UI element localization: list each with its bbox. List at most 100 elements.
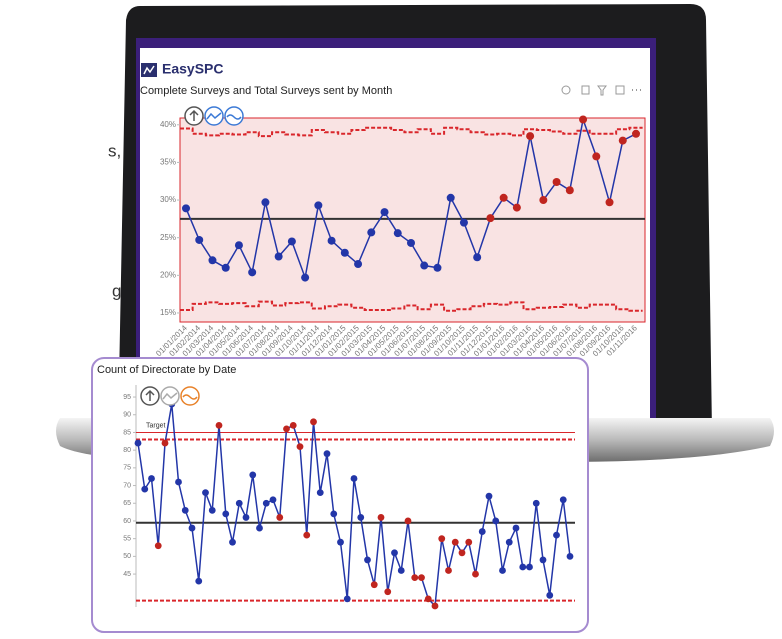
data-point bbox=[559, 496, 567, 504]
data-point bbox=[195, 577, 203, 585]
data-point bbox=[478, 528, 486, 535]
data-point bbox=[446, 193, 455, 202]
data-point bbox=[316, 489, 324, 497]
y-tick-label: 50 bbox=[123, 553, 131, 560]
data-point bbox=[274, 252, 283, 261]
y-tick-label: 75 bbox=[123, 465, 131, 472]
data-point bbox=[546, 591, 554, 599]
data-point bbox=[505, 538, 513, 546]
data-point bbox=[249, 471, 257, 479]
data-point bbox=[161, 439, 169, 447]
data-point bbox=[565, 186, 574, 195]
data-point bbox=[208, 506, 216, 514]
data-point bbox=[445, 567, 452, 574]
y-tick-label: 40% bbox=[160, 120, 176, 129]
data-point bbox=[221, 263, 230, 272]
data-point bbox=[539, 556, 547, 564]
data-point bbox=[473, 253, 482, 262]
y-tick-label: 20% bbox=[160, 270, 176, 279]
data-point bbox=[431, 602, 439, 610]
pin-icon[interactable] bbox=[561, 85, 571, 95]
data-point bbox=[424, 595, 432, 603]
data-point bbox=[418, 574, 425, 582]
focus-icon[interactable] bbox=[615, 85, 625, 95]
data-point bbox=[202, 489, 209, 497]
filter-icon[interactable] bbox=[597, 85, 607, 96]
data-point bbox=[486, 214, 495, 223]
data-point bbox=[433, 263, 442, 272]
data-point bbox=[229, 538, 236, 546]
data-point bbox=[296, 443, 304, 451]
data-point bbox=[175, 478, 182, 486]
data-point bbox=[632, 129, 640, 138]
data-point bbox=[367, 228, 376, 237]
data-point bbox=[539, 196, 548, 205]
data-point bbox=[380, 208, 389, 217]
data-point bbox=[552, 177, 561, 186]
target-label: Target bbox=[146, 422, 166, 429]
data-point bbox=[181, 506, 189, 514]
y-tick-label: 25% bbox=[160, 233, 176, 242]
icon-glyph bbox=[206, 112, 222, 120]
brand-logo-mark bbox=[143, 65, 155, 75]
side-text: g bbox=[112, 281, 121, 300]
data-point bbox=[566, 552, 574, 560]
data-point bbox=[248, 268, 257, 277]
data-point bbox=[605, 198, 614, 207]
data-point bbox=[154, 542, 162, 550]
y-tick-label: 60 bbox=[123, 518, 131, 525]
copy-icon[interactable] bbox=[581, 85, 590, 95]
data-point bbox=[384, 588, 392, 596]
data-point bbox=[459, 218, 468, 227]
data-point bbox=[499, 193, 508, 202]
data-point bbox=[215, 421, 223, 429]
y-tick-label: 65 bbox=[123, 500, 131, 507]
data-point bbox=[188, 524, 196, 532]
y-tick-label: 85 bbox=[123, 429, 131, 436]
data-point bbox=[289, 421, 297, 429]
data-point bbox=[357, 514, 365, 521]
data-point bbox=[310, 418, 317, 426]
brand: EasySPC bbox=[162, 61, 223, 77]
data-point bbox=[222, 510, 230, 518]
data-point bbox=[283, 425, 290, 433]
icon-glyph bbox=[145, 389, 155, 401]
chart: 15%20%25%30%35%40%01/01/201401/02/201401… bbox=[154, 115, 646, 358]
data-point bbox=[592, 152, 601, 161]
data-point bbox=[393, 229, 402, 238]
data-point bbox=[301, 273, 310, 282]
data-point bbox=[526, 563, 533, 571]
data-point bbox=[553, 531, 560, 539]
data-point bbox=[261, 198, 270, 207]
y-tick-label: 30% bbox=[160, 195, 176, 204]
data-point bbox=[337, 538, 344, 546]
data-point bbox=[618, 136, 627, 145]
data-point bbox=[269, 496, 277, 504]
data-point bbox=[492, 517, 500, 525]
data-point bbox=[499, 567, 506, 574]
y-tick-label: 45 bbox=[123, 571, 131, 578]
ucl-line bbox=[180, 126, 643, 138]
data-point bbox=[141, 485, 149, 493]
data-point bbox=[420, 261, 429, 270]
data-point bbox=[377, 514, 385, 521]
y-tick-label: 90 bbox=[123, 412, 131, 419]
data-point bbox=[287, 237, 296, 246]
data-point bbox=[438, 535, 446, 543]
y-tick-label: 80 bbox=[123, 447, 131, 454]
data-point bbox=[234, 241, 243, 250]
data-point bbox=[350, 475, 358, 482]
data-point bbox=[340, 248, 349, 257]
y-tick-label: 15% bbox=[160, 308, 176, 317]
plot-area bbox=[179, 117, 646, 323]
data-point bbox=[407, 238, 415, 247]
data-point bbox=[397, 567, 405, 574]
data-point bbox=[148, 475, 155, 482]
data-point bbox=[512, 524, 520, 532]
data-point bbox=[343, 595, 351, 603]
lcl-line bbox=[180, 300, 643, 312]
data-point bbox=[458, 549, 466, 557]
visual-toolbar bbox=[561, 85, 641, 96]
data-point bbox=[208, 256, 217, 265]
chart-icons bbox=[140, 106, 244, 406]
